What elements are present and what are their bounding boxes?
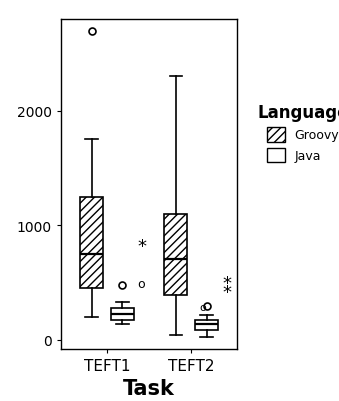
Bar [111,308,134,320]
Bar [195,320,218,330]
Text: o: o [138,277,145,290]
Text: *: * [138,237,147,255]
Legend: Groovy, Java: Groovy, Java [252,99,339,168]
Text: o: o [199,302,206,312]
X-axis label: Task: Task [123,379,175,398]
Bar [80,197,103,288]
Text: *: * [222,275,231,293]
Bar [164,214,187,295]
Text: *: * [222,283,231,301]
